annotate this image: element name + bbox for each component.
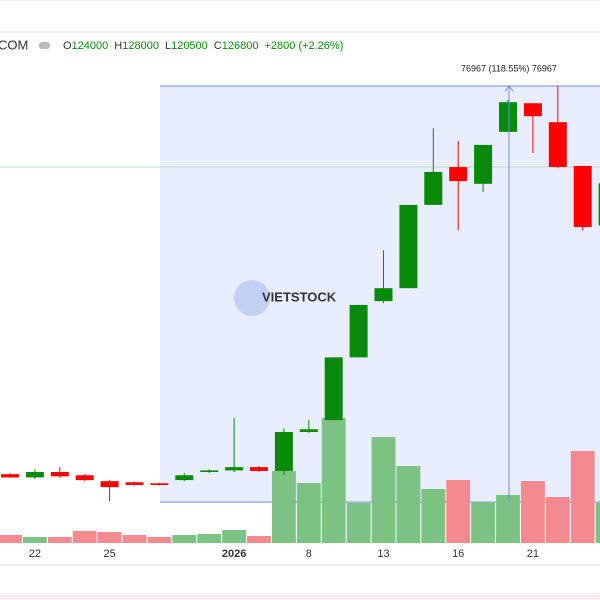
candle-body	[374, 288, 393, 302]
candle-body	[548, 122, 567, 168]
ohlc-value: 120500	[171, 40, 208, 52]
candle-body	[274, 431, 293, 471]
volume-bar	[446, 480, 471, 543]
measure-label-bg	[455, 60, 563, 78]
candle-body	[25, 472, 44, 478]
volume-bar	[371, 437, 396, 543]
candle-body	[573, 165, 592, 228]
volume-bar	[520, 481, 545, 543]
volume-bar	[147, 537, 172, 543]
volume-bar	[595, 503, 600, 543]
toolbar	[0, 0, 600, 33]
change: +2800 (+2.26%)	[264, 40, 343, 52]
volume-bar	[496, 495, 520, 543]
volume-bar	[97, 532, 122, 543]
symbol: COM	[0, 37, 28, 52]
volume-bar	[296, 483, 321, 543]
volume-bar	[197, 534, 222, 543]
candle-body	[474, 144, 493, 184]
candle-body	[200, 470, 219, 473]
measure-arrowhead	[504, 85, 514, 92]
candle-body	[125, 482, 144, 485]
candle-body	[299, 429, 318, 432]
candle-body	[598, 183, 600, 226]
x-tick-label: 21	[527, 548, 539, 560]
bottom-strip	[0, 593, 600, 600]
candle-body	[424, 171, 443, 205]
volume-bar	[72, 531, 97, 543]
volume-bar	[22, 537, 47, 543]
ohlc-legend: O124000 H128000 L120500 C126800 +2800 (+2.26…	[63, 40, 343, 52]
volume-bar	[570, 451, 595, 543]
x-tick-label: 22	[29, 548, 41, 560]
volume-mask	[0, 543, 600, 565]
measure-label: 76967 (118.55%) 76967	[461, 63, 557, 73]
candle-body	[225, 467, 244, 471]
candle-body	[50, 472, 69, 477]
watermark-logo	[234, 280, 270, 316]
x-tick-label: 13	[377, 548, 389, 560]
ohlc-value: 124000	[72, 40, 109, 52]
volume-bar	[421, 489, 446, 543]
volume-bar	[321, 418, 346, 543]
volume-bar	[172, 535, 197, 543]
x-tick-label: 8	[306, 548, 312, 560]
ohlc-value: 128000	[122, 40, 159, 52]
volume-bar	[122, 535, 147, 543]
candle-body	[523, 103, 542, 117]
volume-bar	[247, 536, 271, 543]
volume-bar	[0, 535, 22, 543]
candle-body	[499, 102, 517, 132]
ohlc-key: C	[214, 40, 222, 52]
legend-toggle[interactable]	[39, 42, 50, 49]
x-tick-label: 25	[103, 548, 115, 560]
candle-body	[1, 474, 19, 478]
volume-bar	[47, 537, 72, 543]
volume-bar	[471, 502, 496, 543]
ohlc-key: O	[63, 40, 72, 52]
ohlc-key: L	[165, 40, 171, 52]
plot: VIETSTOCK 22 25 2026 8 13 16 21 76967 (118.55%) …	[0, 60, 600, 565]
volume-bar	[396, 466, 421, 543]
ohlc-key: H	[114, 40, 122, 52]
x-tick-label: 2026	[222, 548, 246, 560]
candle-body	[324, 357, 343, 421]
volume-bar	[222, 530, 247, 543]
volume-bar	[271, 471, 296, 543]
candle-body	[175, 475, 194, 481]
watermark: VIETSTOCK	[262, 289, 337, 304]
candle-body	[150, 483, 169, 485]
candle-body	[75, 475, 94, 481]
candle-body	[250, 467, 268, 471]
volume-bar	[346, 503, 371, 543]
ohlc-value: 126800	[222, 40, 259, 52]
candle-body	[449, 167, 468, 182]
x-tick-label: 16	[452, 548, 464, 560]
candle-body	[399, 204, 418, 289]
candle-body	[349, 304, 368, 358]
volume-bar	[545, 497, 570, 543]
candle-body	[100, 481, 119, 488]
